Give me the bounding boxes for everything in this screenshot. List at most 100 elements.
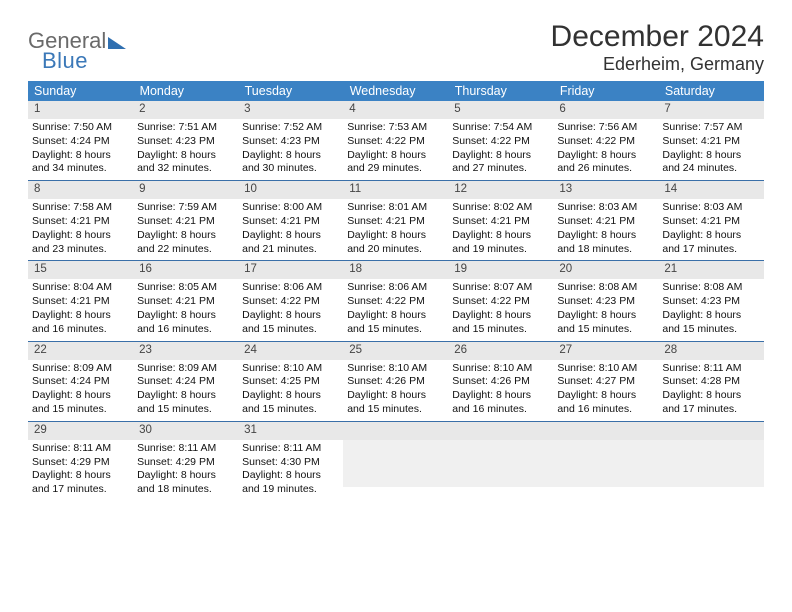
logo: General Blue: [28, 20, 126, 72]
day-number: 15: [28, 261, 133, 279]
calendar-cell: 16Sunrise: 8:05 AMSunset: 4:21 PMDayligh…: [133, 261, 238, 341]
day-number-empty: [343, 422, 448, 440]
calendar-cell: 12Sunrise: 8:02 AMSunset: 4:21 PMDayligh…: [448, 181, 553, 261]
calendar-cell: 4Sunrise: 7:53 AMSunset: 4:22 PMDaylight…: [343, 101, 448, 181]
calendar-cell: 5Sunrise: 7:54 AMSunset: 4:22 PMDaylight…: [448, 101, 553, 181]
day-number: 3: [238, 101, 343, 119]
day-detail: Sunrise: 8:05 AMSunset: 4:21 PMDaylight:…: [133, 279, 238, 336]
calendar-week-row: 15Sunrise: 8:04 AMSunset: 4:21 PMDayligh…: [28, 261, 764, 341]
day-detail: Sunrise: 8:03 AMSunset: 4:21 PMDaylight:…: [658, 199, 763, 256]
day-detail: Sunrise: 8:01 AMSunset: 4:21 PMDaylight:…: [343, 199, 448, 256]
calendar-cell: 27Sunrise: 8:10 AMSunset: 4:27 PMDayligh…: [553, 341, 658, 421]
day-number: 30: [133, 422, 238, 440]
day-number: 14: [658, 181, 763, 199]
calendar-week-row: 8Sunrise: 7:58 AMSunset: 4:21 PMDaylight…: [28, 181, 764, 261]
day-detail: Sunrise: 8:11 AMSunset: 4:29 PMDaylight:…: [133, 440, 238, 497]
day-number: 27: [553, 342, 658, 360]
calendar-cell: 1Sunrise: 7:50 AMSunset: 4:24 PMDaylight…: [28, 101, 133, 181]
logo-text-bottom: Blue: [28, 50, 126, 72]
calendar-cell: 7Sunrise: 7:57 AMSunset: 4:21 PMDaylight…: [658, 101, 763, 181]
day-header: Wednesday: [343, 81, 448, 101]
calendar-body: 1Sunrise: 7:50 AMSunset: 4:24 PMDaylight…: [28, 101, 764, 501]
day-number: 26: [448, 342, 553, 360]
calendar-header-row: Sunday Monday Tuesday Wednesday Thursday…: [28, 81, 764, 101]
day-detail: Sunrise: 7:59 AMSunset: 4:21 PMDaylight:…: [133, 199, 238, 256]
day-number: 13: [553, 181, 658, 199]
day-detail-empty: [658, 440, 763, 484]
calendar-cell: 10Sunrise: 8:00 AMSunset: 4:21 PMDayligh…: [238, 181, 343, 261]
calendar-cell: 9Sunrise: 7:59 AMSunset: 4:21 PMDaylight…: [133, 181, 238, 261]
day-number: 9: [133, 181, 238, 199]
day-detail: Sunrise: 8:04 AMSunset: 4:21 PMDaylight:…: [28, 279, 133, 336]
day-number: 18: [343, 261, 448, 279]
day-detail: Sunrise: 8:08 AMSunset: 4:23 PMDaylight:…: [553, 279, 658, 336]
calendar-cell: 30Sunrise: 8:11 AMSunset: 4:29 PMDayligh…: [133, 421, 238, 501]
day-detail: Sunrise: 7:51 AMSunset: 4:23 PMDaylight:…: [133, 119, 238, 176]
day-number: 12: [448, 181, 553, 199]
calendar-cell: 24Sunrise: 8:10 AMSunset: 4:25 PMDayligh…: [238, 341, 343, 421]
calendar-cell: 20Sunrise: 8:08 AMSunset: 4:23 PMDayligh…: [553, 261, 658, 341]
day-detail-empty: [553, 440, 658, 484]
calendar-cell: 2Sunrise: 7:51 AMSunset: 4:23 PMDaylight…: [133, 101, 238, 181]
calendar-table: Sunday Monday Tuesday Wednesday Thursday…: [28, 81, 764, 501]
calendar-cell: 3Sunrise: 7:52 AMSunset: 4:23 PMDaylight…: [238, 101, 343, 181]
day-detail: Sunrise: 8:10 AMSunset: 4:26 PMDaylight:…: [448, 360, 553, 417]
day-number: 17: [238, 261, 343, 279]
day-number: 24: [238, 342, 343, 360]
day-number: 6: [553, 101, 658, 119]
calendar-cell: 23Sunrise: 8:09 AMSunset: 4:24 PMDayligh…: [133, 341, 238, 421]
day-number: 29: [28, 422, 133, 440]
day-detail: Sunrise: 7:58 AMSunset: 4:21 PMDaylight:…: [28, 199, 133, 256]
calendar-cell: 22Sunrise: 8:09 AMSunset: 4:24 PMDayligh…: [28, 341, 133, 421]
calendar-cell: [448, 421, 553, 501]
day-detail: Sunrise: 7:50 AMSunset: 4:24 PMDaylight:…: [28, 119, 133, 176]
day-number: 23: [133, 342, 238, 360]
day-detail: Sunrise: 8:10 AMSunset: 4:26 PMDaylight:…: [343, 360, 448, 417]
day-detail: Sunrise: 7:57 AMSunset: 4:21 PMDaylight:…: [658, 119, 763, 176]
page: General Blue December 2024 Ederheim, Ger…: [0, 0, 792, 612]
day-header: Thursday: [448, 81, 553, 101]
calendar-cell: 14Sunrise: 8:03 AMSunset: 4:21 PMDayligh…: [658, 181, 763, 261]
day-number: 7: [658, 101, 763, 119]
day-detail: Sunrise: 8:10 AMSunset: 4:27 PMDaylight:…: [553, 360, 658, 417]
day-detail: Sunrise: 8:03 AMSunset: 4:21 PMDaylight:…: [553, 199, 658, 256]
day-header: Friday: [553, 81, 658, 101]
day-detail: Sunrise: 7:56 AMSunset: 4:22 PMDaylight:…: [553, 119, 658, 176]
day-detail-empty: [343, 440, 448, 484]
day-header: Tuesday: [238, 81, 343, 101]
day-number: 19: [448, 261, 553, 279]
calendar-week-row: 22Sunrise: 8:09 AMSunset: 4:24 PMDayligh…: [28, 341, 764, 421]
day-number-empty: [658, 422, 763, 440]
day-detail: Sunrise: 8:11 AMSunset: 4:29 PMDaylight:…: [28, 440, 133, 497]
day-detail: Sunrise: 8:00 AMSunset: 4:21 PMDaylight:…: [238, 199, 343, 256]
calendar-cell: 11Sunrise: 8:01 AMSunset: 4:21 PMDayligh…: [343, 181, 448, 261]
calendar-cell: 29Sunrise: 8:11 AMSunset: 4:29 PMDayligh…: [28, 421, 133, 501]
day-number: 25: [343, 342, 448, 360]
day-number-empty: [553, 422, 658, 440]
calendar-cell: [343, 421, 448, 501]
day-detail: Sunrise: 8:06 AMSunset: 4:22 PMDaylight:…: [238, 279, 343, 336]
calendar-cell: 19Sunrise: 8:07 AMSunset: 4:22 PMDayligh…: [448, 261, 553, 341]
logo-triangle-icon: [108, 37, 126, 49]
day-detail: Sunrise: 8:09 AMSunset: 4:24 PMDaylight:…: [28, 360, 133, 417]
day-detail: Sunrise: 7:53 AMSunset: 4:22 PMDaylight:…: [343, 119, 448, 176]
day-header: Monday: [133, 81, 238, 101]
header-row: General Blue December 2024 Ederheim, Ger…: [28, 20, 764, 75]
day-detail: Sunrise: 8:09 AMSunset: 4:24 PMDaylight:…: [133, 360, 238, 417]
day-number: 10: [238, 181, 343, 199]
day-detail: Sunrise: 8:11 AMSunset: 4:30 PMDaylight:…: [238, 440, 343, 497]
day-number: 22: [28, 342, 133, 360]
day-detail: Sunrise: 8:10 AMSunset: 4:25 PMDaylight:…: [238, 360, 343, 417]
day-number: 21: [658, 261, 763, 279]
calendar-cell: 18Sunrise: 8:06 AMSunset: 4:22 PMDayligh…: [343, 261, 448, 341]
day-header: Saturday: [658, 81, 763, 101]
calendar-cell: [553, 421, 658, 501]
calendar-cell: 6Sunrise: 7:56 AMSunset: 4:22 PMDaylight…: [553, 101, 658, 181]
day-number: 16: [133, 261, 238, 279]
day-detail: Sunrise: 7:54 AMSunset: 4:22 PMDaylight:…: [448, 119, 553, 176]
calendar-cell: 21Sunrise: 8:08 AMSunset: 4:23 PMDayligh…: [658, 261, 763, 341]
calendar-cell: 17Sunrise: 8:06 AMSunset: 4:22 PMDayligh…: [238, 261, 343, 341]
day-detail: Sunrise: 8:02 AMSunset: 4:21 PMDaylight:…: [448, 199, 553, 256]
day-detail: Sunrise: 7:52 AMSunset: 4:23 PMDaylight:…: [238, 119, 343, 176]
title-location: Ederheim, Germany: [551, 54, 764, 75]
